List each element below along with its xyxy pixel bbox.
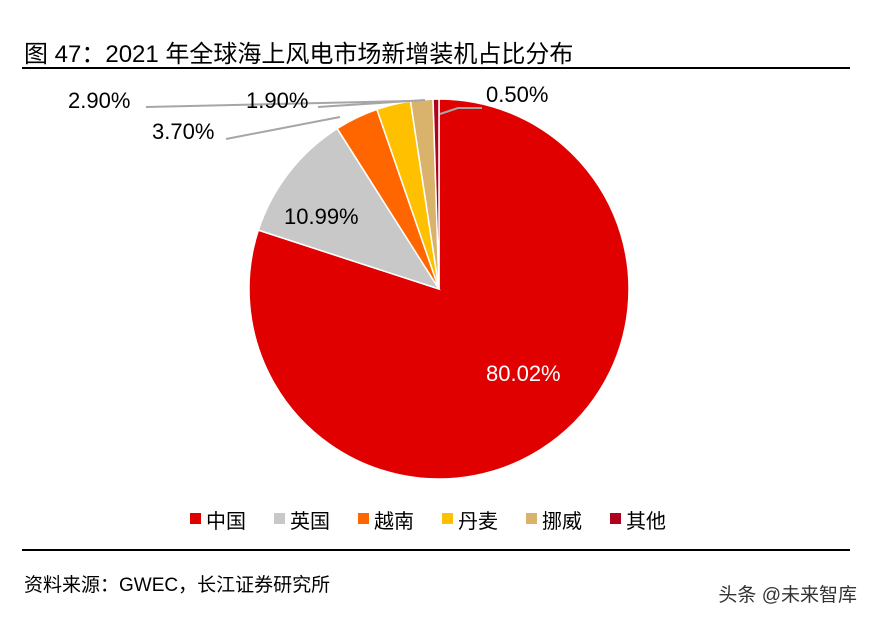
legend-swatch-2 (358, 513, 369, 524)
data-label-3: 2.90% (68, 88, 130, 113)
data-label-0: 80.02% (486, 361, 561, 386)
title-divider (22, 67, 850, 69)
legend-swatch-1 (274, 513, 285, 524)
legend-label-0: 中国 (206, 509, 246, 533)
legend-label-3: 丹麦 (458, 509, 498, 533)
leader-line-2 (225, 116, 341, 140)
legend-label-5: 其他 (626, 509, 666, 533)
data-label-2: 3.70% (152, 119, 214, 144)
legend-label-4: 挪威 (542, 509, 582, 533)
pie-slice-1 (257, 127, 441, 291)
legend-swatch-0 (190, 513, 201, 524)
source-note: 资料来源：GWEC，长江证券研究所 (24, 575, 331, 596)
legend-label-1: 英国 (290, 509, 330, 533)
legend-label-2: 越南 (374, 509, 414, 533)
source-divider (22, 549, 850, 551)
data-label-1: 10.99% (284, 204, 359, 229)
leader-line-5 (439, 107, 482, 115)
pie-slice-5 (432, 98, 440, 290)
leader-line-3 (145, 100, 409, 108)
watermark: 头条 @未来智库 (718, 585, 857, 606)
chart-title: 图 47：2021 年全球海上风电市场新增装机占比分布 (24, 41, 574, 68)
data-label-5: 0.50% (486, 82, 548, 107)
legend-swatch-5 (610, 513, 621, 524)
leader-line-4 (317, 99, 426, 108)
legend-swatch-3 (442, 513, 453, 524)
legend-swatch-4 (526, 513, 537, 524)
data-label-4: 1.90% (246, 88, 308, 113)
